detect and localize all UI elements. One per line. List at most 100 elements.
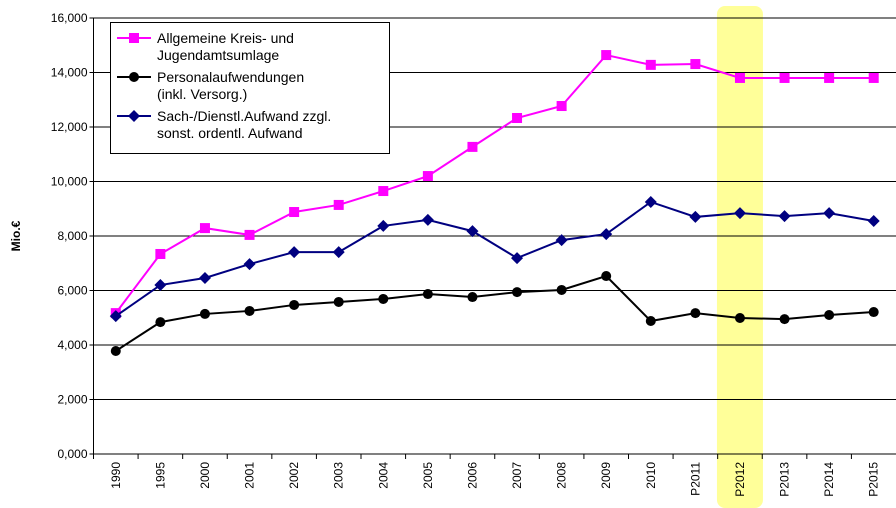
marker: [779, 72, 790, 83]
marker: [199, 223, 210, 234]
marker: [155, 317, 166, 328]
marker: [779, 314, 790, 325]
x-tick-label: 2008: [555, 462, 569, 489]
marker: [244, 229, 255, 240]
marker: [109, 310, 122, 323]
marker: [867, 215, 880, 228]
marker: [868, 72, 879, 83]
legend-item: Allgemeine Kreis- und Jugendamtsumlage: [111, 30, 389, 64]
x-tick-label: 1990: [109, 462, 123, 489]
marker: [600, 228, 613, 241]
marker: [733, 207, 746, 220]
marker: [734, 72, 745, 83]
legend-key: [117, 110, 151, 122]
x-tick-label: P2011: [688, 462, 702, 496]
marker: [778, 210, 791, 223]
series-line: [115, 274, 874, 352]
marker: [422, 171, 433, 182]
y-tick-label: 8,000: [57, 229, 87, 243]
x-tick-label: 2004: [376, 462, 390, 489]
marker: [198, 271, 211, 284]
marker: [555, 234, 568, 247]
marker: [243, 258, 256, 271]
marker: [289, 207, 300, 218]
series-line: [115, 200, 874, 317]
x-tick-label: 2000: [198, 462, 212, 489]
series-line: [114, 53, 874, 314]
marker: [377, 219, 390, 232]
legend-item: Sach-/Dienstl.Aufwand zzgl. sonst. orden…: [111, 108, 389, 142]
marker: [128, 110, 140, 122]
x-tick-label: P2012: [733, 462, 747, 497]
x-tick-label: 2007: [510, 462, 524, 489]
marker: [333, 296, 344, 307]
legend-key: [117, 72, 151, 82]
marker: [601, 271, 612, 282]
marker: [868, 307, 879, 318]
marker: [734, 313, 745, 324]
marker: [333, 199, 344, 210]
y-tick-label: 14,000: [51, 66, 88, 80]
marker: [289, 299, 300, 310]
x-tick-label: 2006: [465, 462, 479, 489]
marker: [823, 207, 836, 220]
legend-label: Personalaufwendungen (inkl. Versorg.): [157, 69, 305, 102]
marker: [512, 113, 523, 124]
marker: [288, 246, 301, 259]
marker: [244, 305, 255, 316]
x-tick-label: 2005: [421, 462, 435, 489]
highlight-band: [716, 6, 763, 508]
marker: [378, 186, 389, 197]
legend-label: Allgemeine Kreis- und Jugendamtsumlage: [157, 30, 294, 63]
marker: [824, 310, 835, 321]
marker: [110, 345, 121, 356]
marker: [422, 289, 433, 300]
marker: [511, 252, 524, 265]
y-tick-label: 10,000: [51, 175, 88, 189]
marker: [556, 284, 567, 295]
x-tick-label: 2003: [332, 462, 346, 489]
y-tick-label: 2,000: [57, 393, 87, 407]
marker: [155, 248, 166, 259]
x-tick-label: 2010: [644, 462, 658, 489]
marker: [644, 195, 657, 208]
x-tick-label: P2015: [867, 462, 881, 497]
y-tick-label: 16,000: [51, 11, 88, 25]
marker: [689, 210, 702, 223]
marker: [690, 308, 701, 319]
marker: [378, 293, 389, 304]
marker: [332, 246, 345, 259]
legend-label: Sach-/Dienstl.Aufwand zzgl. sonst. orden…: [157, 108, 332, 141]
marker: [154, 279, 167, 292]
x-tick-label: 2009: [599, 462, 613, 489]
marker: [556, 101, 567, 112]
y-tick-label: 0,000: [57, 447, 87, 461]
marker: [601, 50, 612, 61]
marker: [824, 72, 835, 83]
marker: [199, 308, 210, 319]
marker: [690, 59, 701, 70]
y-tick-label: 12,000: [51, 120, 88, 134]
marker: [645, 59, 656, 70]
marker: [129, 33, 139, 43]
y-tick-label: 6,000: [57, 284, 87, 298]
legend-item: Personalaufwendungen (inkl. Versorg.): [111, 69, 389, 103]
x-tick-label: P2014: [822, 462, 836, 497]
x-tick-label: P2013: [778, 462, 792, 497]
marker: [467, 141, 478, 152]
x-tick-label: 2001: [243, 462, 257, 489]
marker: [421, 213, 434, 226]
marker: [466, 225, 479, 238]
y-axis-label: Mio.€: [9, 220, 23, 251]
y-tick-label: 4,000: [57, 338, 87, 352]
marker: [512, 287, 523, 298]
marker: [645, 316, 656, 327]
legend-key: [117, 33, 151, 43]
marker: [129, 72, 139, 82]
x-tick-label: 2002: [287, 462, 301, 489]
marker: [467, 292, 478, 303]
legend: Allgemeine Kreis- und Jugendamtsumlage Pe…: [110, 22, 390, 154]
x-tick-label: 1995: [153, 462, 167, 489]
